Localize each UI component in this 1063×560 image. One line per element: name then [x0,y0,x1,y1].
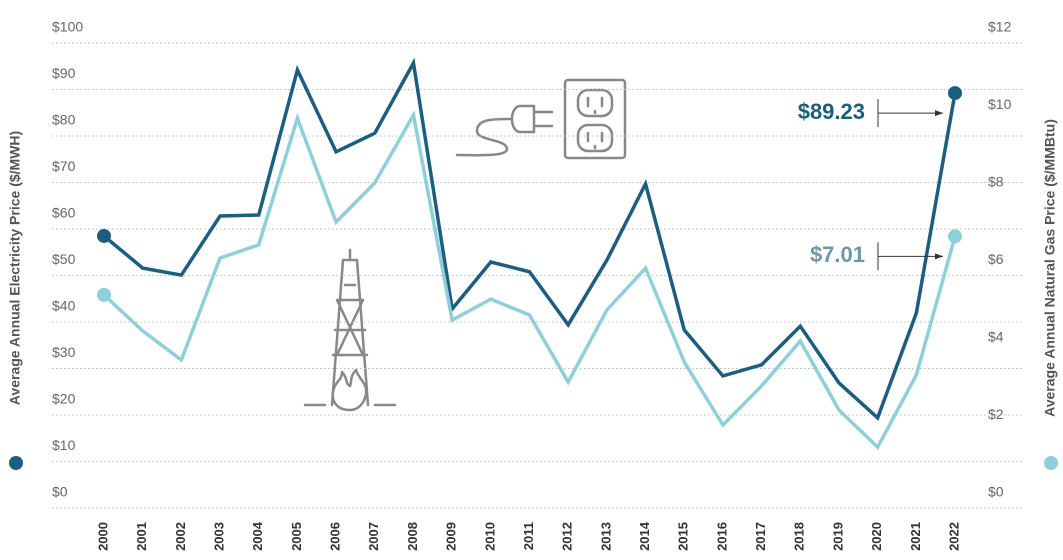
outlet-icon [455,78,627,160]
x-tick-label: 2020 [869,522,884,551]
x-tick-label: 2003 [211,522,226,551]
x-tick-label: 2002 [173,522,188,551]
legend-dot [9,456,23,470]
x-tick-label: 2022 [946,522,961,551]
x-tick-label: 2007 [366,522,381,551]
y-tick-label: $80 [52,112,76,128]
series-marker [97,287,111,302]
x-tick-label: 2021 [908,522,923,551]
x-tick-label: 2006 [328,522,343,551]
y-tick-label: $40 [52,298,76,314]
y-tick-label: $0 [52,484,68,500]
x-tick-label: 2012 [560,522,575,551]
x-tick-label: 2005 [289,522,304,551]
y-axis-label: Average Annual Electricity Price ($/MWH) [7,131,23,405]
gas-rig-icon [303,248,397,412]
x-tick-label: 2000 [95,522,110,551]
x-tick-label: 2009 [444,522,459,551]
series-marker [948,229,962,244]
y2-tick-label: $4 [988,329,1004,345]
y2-tick-label: $8 [988,174,1004,190]
y-tick-label: $30 [52,344,76,360]
annotation-arrowhead [935,110,943,117]
annotation: $89.23 [798,99,865,124]
y2-tick-label: $0 [988,484,1004,500]
x-tick-label: 2001 [134,522,149,551]
series-line [102,57,957,421]
x-tick-label: 2018 [792,522,807,551]
y-tick-label: $100 [52,19,83,35]
x-tick-label: 2017 [753,522,768,551]
legend-dot [1044,456,1058,470]
x-tick-label: 2014 [637,521,652,551]
y2-tick-label: $6 [988,251,1004,267]
y-tick-label: $20 [52,391,76,407]
y2-tick-label: $2 [988,406,1004,422]
annotation-arrowhead [935,253,943,260]
y-tick-label: $60 [52,205,76,221]
y-tick-label: $10 [52,437,76,453]
x-tick-label: 2019 [830,522,845,551]
x-tick-label: 2004 [250,521,265,551]
x-tick-label: 2008 [405,522,420,551]
y2-tick-label: $12 [988,19,1012,35]
x-tick-label: 2016 [714,522,729,551]
y-tick-label: $50 [52,251,76,267]
y2-tick-label: $10 [988,96,1012,112]
y-tick-label: $70 [52,158,76,174]
series-marker [97,228,111,243]
y-tick-label: $90 [52,65,76,81]
series-marker [948,86,962,101]
x-tick-label: 2011 [521,522,536,550]
x-tick-label: 2010 [482,522,497,551]
y2-axis-label: Average Annual Natural Gas Price ($/MMBt… [1042,119,1058,417]
x-tick-label: 2013 [598,522,613,551]
x-tick-label: 2015 [676,522,691,551]
annotation: $7.01 [810,242,865,267]
series-line [102,110,957,451]
